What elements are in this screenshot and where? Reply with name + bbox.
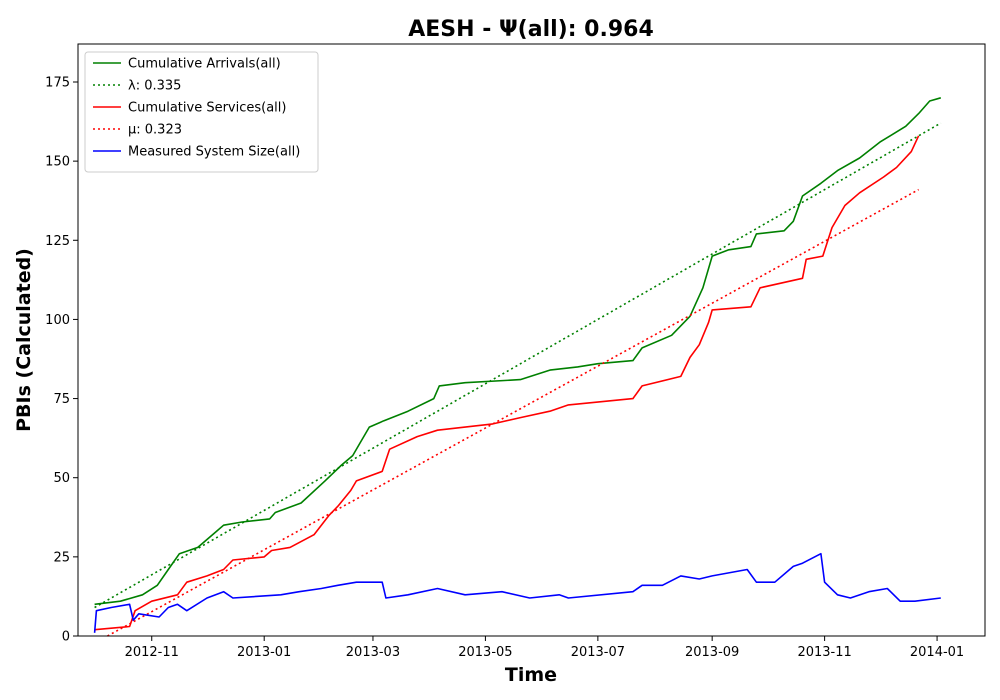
x-tick-label: 2013-03 bbox=[346, 645, 400, 660]
y-tick-label: 25 bbox=[53, 550, 70, 565]
x-tick-label: 2012-11 bbox=[125, 645, 179, 660]
legend-label: Cumulative Services(all) bbox=[128, 101, 286, 116]
x-tick-label: 2013-01 bbox=[237, 645, 291, 660]
x-tick-label: 2013-07 bbox=[571, 645, 625, 660]
x-axis: 2012-11 2013-01 2013-03 2013-05 2013-07 2013-… bbox=[125, 636, 964, 660]
x-axis-label: Time bbox=[505, 664, 557, 686]
y-axis: 0 25 50 75 100 125 150 175 bbox=[45, 75, 78, 645]
y-axis-label: PBIs (Calculated) bbox=[13, 248, 35, 432]
y-tick-label: 150 bbox=[45, 155, 70, 170]
y-tick-label: 50 bbox=[53, 471, 70, 486]
plot-area bbox=[93, 97, 942, 637]
series-line-0-335 bbox=[94, 122, 942, 609]
y-tick-label: 175 bbox=[45, 75, 70, 90]
y-tick-label: 75 bbox=[53, 392, 70, 407]
legend-label: Cumulative Arrivals(all) bbox=[128, 57, 281, 72]
series-line-cumulative-services-all bbox=[94, 135, 920, 631]
x-tick-label: 2014-01 bbox=[910, 645, 964, 660]
x-tick-label: 2013-09 bbox=[685, 645, 739, 660]
x-tick-label: 2013-11 bbox=[797, 645, 851, 660]
x-tick-label: 2013-05 bbox=[458, 645, 512, 660]
series-line-0-323 bbox=[107, 188, 919, 637]
legend-label: Measured System Size(all) bbox=[128, 145, 300, 160]
legend-label: μ: 0.323 bbox=[128, 123, 182, 138]
y-tick-label: 100 bbox=[45, 313, 70, 328]
y-tick-label: 0 bbox=[62, 630, 70, 645]
chart-title: AESH - Ψ(all): 0.964 bbox=[408, 17, 654, 42]
series-line-measured-system-size-all bbox=[93, 552, 941, 633]
series-line-cumulative-arrivals-all bbox=[94, 97, 942, 606]
legend-label: λ: 0.335 bbox=[128, 79, 181, 94]
y-tick-label: 125 bbox=[45, 234, 70, 249]
legend-box bbox=[84, 51, 319, 173]
legend: Cumulative Arrivals(all) λ: 0.335 Cumulati… bbox=[84, 51, 319, 173]
plot-frame bbox=[77, 43, 986, 637]
